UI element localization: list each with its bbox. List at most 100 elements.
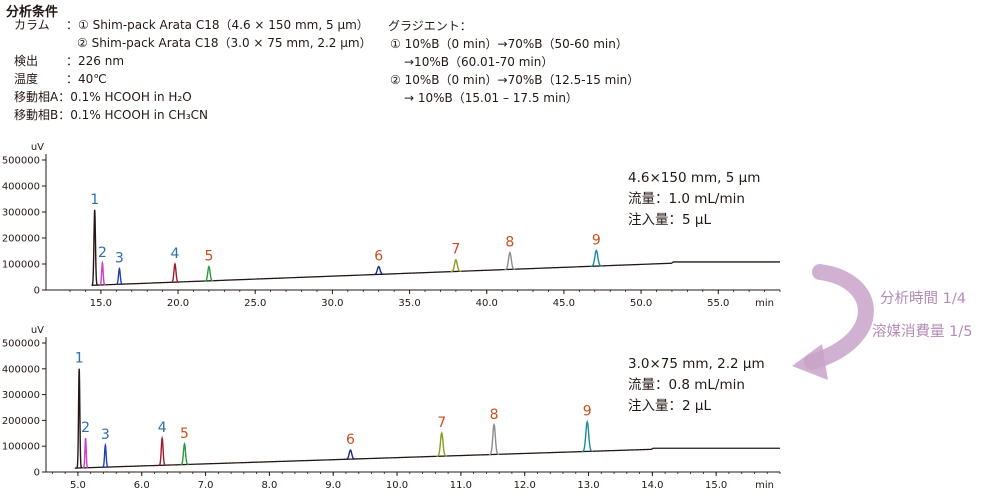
peak-label-6: 6 [346,432,355,448]
y-tick-label: 200000 [2,416,40,427]
peak-2 [99,260,106,286]
conditions-heading: 分析条件 [6,5,59,20]
column-1-value: ：① Shim-pack Arata C18（4.6 × 150 mm, 5 µ… [66,18,369,32]
column-label: カラム [14,18,50,32]
y-axis-label: uV [31,325,44,336]
top-info-column: 4.6×150 mm, 5 µm [628,170,761,186]
x-tick-label: 40.0 [476,298,498,309]
peak-label-8: 8 [490,407,499,423]
peak-label-3: 3 [115,251,124,267]
peak-label-9: 9 [592,233,601,249]
analysis-time-note: 分析時間 1/4 [880,291,966,307]
peak-4 [170,262,179,283]
y-tick-label: 100000 [2,442,40,453]
x-tick-label: 15.0 [90,298,112,309]
mobile-b-label: 移動相B [14,108,59,122]
column-2-value: ② Shim-pack Arata C18（3.0 × 75 mm, 2.2 µ… [77,36,372,50]
x-tick-label: 30.0 [321,298,343,309]
gradient-2-line-a: ② 10%B（0 min）→70%B（12.5-15 min） [390,73,640,87]
x-tick-label: 7.0 [198,480,214,491]
peak-label-3: 3 [101,427,110,443]
peak-label-6: 6 [374,249,383,265]
peak-9 [581,419,593,453]
peak-3 [102,442,109,468]
peak-7 [436,431,447,458]
mobile-a-value: ：0.1% HCOOH in H₂O [58,90,192,104]
x-tick-label: 9.0 [325,480,341,491]
x-tick-label: 35.0 [398,298,420,309]
x-tick-label: 15.0 [705,480,727,491]
x-tick-label: 45.0 [553,298,575,309]
y-tick-label: 400000 [2,364,40,375]
x-tick-label: 50.0 [630,298,652,309]
arrow-body [804,264,874,370]
peak-label-2: 2 [98,245,107,261]
peak-label-5: 5 [180,426,189,442]
y-tick-label: 500000 [2,156,40,167]
x-axis-label: min [755,480,774,491]
top-info-flow: 流量：1.0 mL/min [628,191,745,207]
bottom-info: 3.0×75 mm, 2.2 µm 流量：0.8 mL/min 注入量：2 µL [628,354,765,417]
y-axis-label: uV [31,142,44,153]
x-tick-label: 55.0 [707,298,729,309]
peak-label-2: 2 [81,420,90,436]
peak-8 [504,251,516,271]
detection-label: 検出 [14,54,39,68]
x-tick-label: 20.0 [167,298,189,309]
x-tick-label: 8.0 [261,480,277,491]
bottom-info-flow: 流量：0.8 mL/min [628,377,745,393]
x-tick-label: 14.0 [641,480,663,491]
peak-1 [91,209,98,286]
peak-7 [450,258,462,273]
top-info: 4.6×150 mm, 5 µm 流量：1.0 mL/min 注入量：5 µL [628,168,760,231]
peak-label-4: 4 [170,246,179,262]
peak-5 [204,265,214,282]
peak-5 [180,442,189,466]
peak-label-5: 5 [204,249,213,265]
mobile-a-label: 移動相A [14,90,59,104]
x-tick-label: 5.0 [70,480,86,491]
peak-4 [158,435,166,467]
baseline-trace [74,447,780,469]
peak-2 [82,437,89,469]
x-axis-label: min [755,298,774,309]
x-tick-label: 25.0 [244,298,266,309]
gradient-1-line-a: ① 10%B（0 min）→70%B（50-60 min） [390,37,628,51]
y-tick-label: 200000 [2,234,40,245]
peak-label-9: 9 [583,404,592,420]
x-tick-label: 10.0 [386,480,408,491]
x-tick-label: 11.0 [450,480,472,491]
top-info-injection: 注入量：5 µL [628,212,711,228]
gradient-label: グラジエント： [388,19,472,33]
y-tick-label: 300000 [2,390,40,401]
y-tick-label: 300000 [2,208,40,219]
x-tick-label: 13.0 [577,480,599,491]
gradient-2-line-b: → 10%B（15.01 – 17.5 min） [404,91,578,105]
x-tick-label: 12.0 [514,480,536,491]
detection-value: ：226 nm [66,54,125,68]
mobile-b-value: ：0.1% HCOOH in CH₃CN [58,108,208,122]
y-tick-label: 0 [34,286,40,297]
peak-label-7: 7 [451,242,460,258]
gradient-1-line-b: →10%B（60.01-70 min） [404,55,554,69]
peak-6 [345,449,356,460]
chromatogram-top: uV 0 100000 200000 300000 400000 500000 15.0 20.… [2,142,781,309]
peak-8 [488,422,500,456]
peak-label-8: 8 [505,234,514,250]
temperature-label: 温度 [14,72,39,86]
y-tick-label: 100000 [2,260,40,271]
peak-label-4: 4 [158,420,167,436]
bottom-info-column: 3.0×75 mm, 2.2 µm [628,356,765,372]
y-tick-label: 400000 [2,182,40,193]
y-tick-label: 500000 [2,339,40,350]
chromatogram-bottom: uV 0 100000 200000 300000 400000 500000 5.0 6.0 7… [2,325,781,491]
bottom-info-injection: 注入量：2 µL [628,398,711,414]
peak-label-1: 1 [75,351,84,367]
curved-arrow-icon [792,264,874,380]
x-tick-label: 6.0 [134,480,150,491]
y-tick-label: 0 [34,468,40,479]
arrow-head [792,344,828,380]
temperature-value: ：40℃ [66,72,107,86]
peak-label-1: 1 [90,192,99,208]
